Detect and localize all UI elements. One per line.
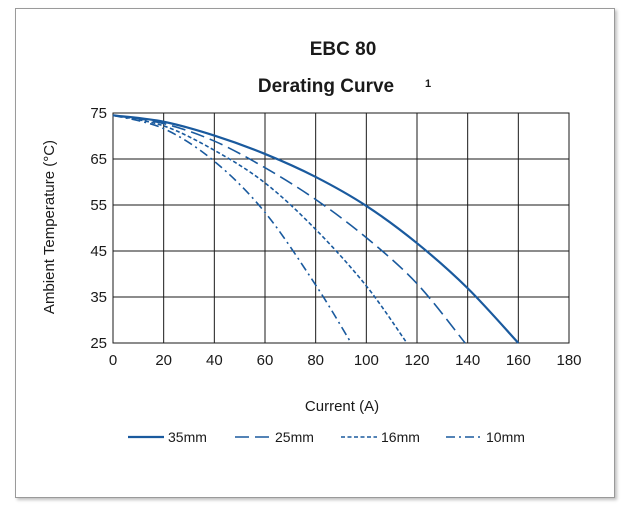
x-tick-label: 40 [206, 352, 223, 369]
derating-chart: EBC 80 Derating Curve 1 0 20 40 60 80 100 120 1… [41, 39, 582, 445]
legend-label-35mm: 35mm [168, 429, 207, 445]
chart-subtitle-superscript: 1 [425, 78, 431, 90]
x-tick-label: 140 [455, 352, 480, 369]
y-axis-label: Ambient Temperature (°C) [41, 140, 58, 314]
series-line-25mm [112, 114, 466, 344]
x-tick-label: 180 [556, 352, 581, 369]
legend-label-25mm: 25mm [275, 429, 314, 445]
y-tick-label: 45 [90, 243, 107, 260]
grid [112, 112, 570, 344]
x-tick-label: 60 [257, 352, 274, 369]
series-group [112, 114, 520, 344]
legend-label-16mm: 16mm [381, 429, 420, 445]
x-tick-label: 80 [307, 352, 324, 369]
legend: 35mm 25mm 16mm 10mm [128, 429, 525, 445]
y-tick-label: 75 [90, 105, 107, 122]
series-line-35mm [112, 114, 520, 344]
series-line-10mm [112, 114, 352, 344]
chart-subtitle: Derating Curve [258, 76, 394, 97]
x-tick-label: 20 [155, 352, 172, 369]
x-tick-label: 100 [354, 352, 379, 369]
legend-label-10mm: 10mm [486, 429, 525, 445]
chart-frame: EBC 80 Derating Curve 1 0 20 40 60 80 100 120 1… [15, 8, 615, 498]
x-tick-label: 0 [109, 352, 117, 369]
plot-border [112, 112, 570, 344]
chart-title: EBC 80 [310, 39, 377, 60]
y-tick-label: 25 [90, 335, 107, 352]
y-tick-label: 65 [90, 151, 107, 168]
series-line-16mm [112, 114, 408, 344]
tick-labels: 0 20 40 60 80 100 120 140 160 180 25 35 45 55 65 75 [90, 105, 581, 369]
y-tick-label: 35 [90, 289, 107, 306]
x-tick-label: 120 [404, 352, 429, 369]
x-tick-label: 160 [506, 352, 531, 369]
x-axis-label: Current (A) [305, 398, 379, 415]
y-tick-label: 55 [90, 197, 107, 214]
